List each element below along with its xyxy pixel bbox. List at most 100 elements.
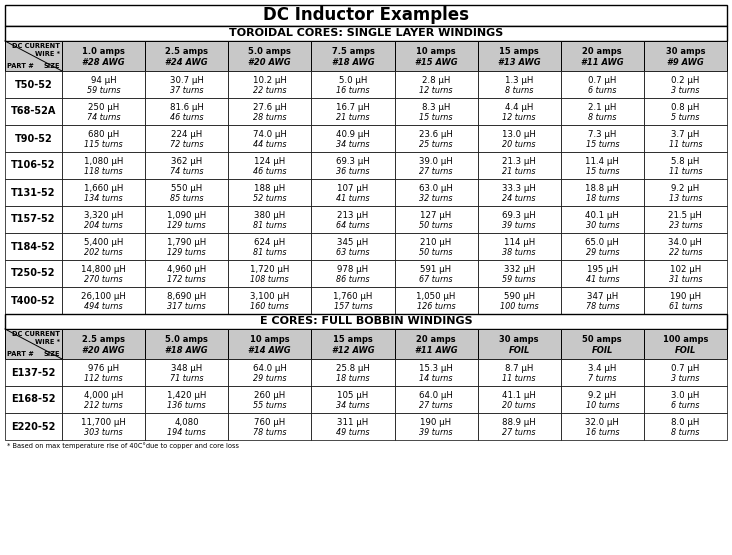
Text: E168-52: E168-52 bbox=[11, 395, 56, 405]
Text: 20 turns: 20 turns bbox=[502, 401, 536, 410]
Bar bbox=[561, 71, 644, 98]
Text: 25.8 μH: 25.8 μH bbox=[336, 364, 370, 372]
Text: 29 turns: 29 turns bbox=[586, 248, 619, 257]
Text: 21 turns: 21 turns bbox=[336, 113, 370, 122]
Text: * Based on max temperature rise of 40C°due to copper and core loss: * Based on max temperature rise of 40C°d… bbox=[7, 442, 239, 449]
Text: 107 μH: 107 μH bbox=[337, 184, 369, 193]
Bar bbox=[311, 386, 395, 413]
Text: 1,790 μH: 1,790 μH bbox=[167, 238, 206, 246]
Text: T50-52: T50-52 bbox=[15, 79, 53, 89]
Bar bbox=[395, 179, 477, 206]
Text: 224 μH: 224 μH bbox=[171, 130, 202, 139]
Text: E CORES: FULL BOBBIN WINDINGS: E CORES: FULL BOBBIN WINDINGS bbox=[260, 316, 472, 326]
Bar bbox=[228, 41, 311, 71]
Text: 16.7 μH: 16.7 μH bbox=[336, 103, 370, 112]
Bar bbox=[395, 260, 477, 287]
Bar bbox=[5, 98, 62, 125]
Bar bbox=[228, 233, 311, 260]
Text: 194 turns: 194 turns bbox=[168, 428, 206, 437]
Bar bbox=[477, 125, 561, 152]
Bar bbox=[477, 233, 561, 260]
Text: 6 turns: 6 turns bbox=[671, 401, 700, 410]
Text: 1,760 μH: 1,760 μH bbox=[333, 292, 373, 301]
Bar bbox=[145, 359, 228, 386]
Text: 105 μH: 105 μH bbox=[337, 391, 369, 400]
Text: 212 turns: 212 turns bbox=[84, 401, 123, 410]
Text: 50 turns: 50 turns bbox=[419, 248, 453, 257]
Text: 188 μH: 188 μH bbox=[254, 184, 285, 193]
Text: 10 amps: 10 amps bbox=[417, 47, 456, 56]
Text: 100 turns: 100 turns bbox=[500, 302, 539, 311]
Bar bbox=[644, 125, 727, 152]
Text: 32.0 μH: 32.0 μH bbox=[586, 418, 619, 427]
Text: 27 turns: 27 turns bbox=[419, 401, 453, 410]
Bar bbox=[62, 206, 145, 233]
Text: 67 turns: 67 turns bbox=[419, 275, 453, 284]
Text: 21.5 μH: 21.5 μH bbox=[668, 211, 703, 220]
Bar bbox=[395, 125, 477, 152]
Bar bbox=[477, 260, 561, 287]
Text: 134 turns: 134 turns bbox=[84, 194, 123, 203]
Bar bbox=[395, 41, 477, 71]
Text: 2.5 amps: 2.5 amps bbox=[165, 47, 208, 56]
Text: 0.7 μH: 0.7 μH bbox=[671, 364, 700, 372]
Text: 59 turns: 59 turns bbox=[502, 275, 536, 284]
Bar bbox=[644, 386, 727, 413]
Bar bbox=[145, 125, 228, 152]
Bar bbox=[477, 287, 561, 314]
Text: 348 μH: 348 μH bbox=[171, 364, 202, 372]
Bar bbox=[395, 233, 477, 260]
Text: 129 turns: 129 turns bbox=[168, 221, 206, 230]
Text: 129 turns: 129 turns bbox=[168, 248, 206, 257]
Bar bbox=[477, 98, 561, 125]
Text: 25 turns: 25 turns bbox=[419, 140, 453, 149]
Text: PART #: PART # bbox=[7, 351, 34, 357]
Bar bbox=[145, 287, 228, 314]
Text: 30 amps: 30 amps bbox=[665, 47, 705, 56]
Text: 5 turns: 5 turns bbox=[671, 113, 700, 122]
Text: 64.0 μH: 64.0 μH bbox=[419, 391, 453, 400]
Bar bbox=[644, 233, 727, 260]
Text: 46 turns: 46 turns bbox=[170, 113, 203, 122]
Bar bbox=[395, 152, 477, 179]
Bar bbox=[5, 5, 727, 26]
Text: 4,000 μH: 4,000 μH bbox=[84, 391, 123, 400]
Bar bbox=[477, 41, 561, 71]
Text: 55 turns: 55 turns bbox=[253, 401, 286, 410]
Text: 33.3 μH: 33.3 μH bbox=[502, 184, 536, 193]
Bar bbox=[145, 206, 228, 233]
Text: E220-52: E220-52 bbox=[11, 421, 56, 431]
Text: 15 amps: 15 amps bbox=[499, 47, 539, 56]
Text: 160 turns: 160 turns bbox=[250, 302, 289, 311]
Bar bbox=[311, 179, 395, 206]
Text: 195 μH: 195 μH bbox=[587, 265, 618, 274]
Text: 1,720 μH: 1,720 μH bbox=[250, 265, 289, 274]
Text: 50 turns: 50 turns bbox=[419, 221, 453, 230]
Text: 11 turns: 11 turns bbox=[502, 374, 536, 383]
Text: 0.2 μH: 0.2 μH bbox=[671, 75, 700, 85]
Text: 1.3 μH: 1.3 μH bbox=[505, 75, 534, 85]
Bar bbox=[145, 386, 228, 413]
Text: 21 turns: 21 turns bbox=[502, 167, 536, 176]
Bar bbox=[62, 233, 145, 260]
Bar bbox=[228, 260, 311, 287]
Text: 590 μH: 590 μH bbox=[504, 292, 535, 301]
Text: #14 AWG: #14 AWG bbox=[248, 346, 291, 355]
Text: 136 turns: 136 turns bbox=[168, 401, 206, 410]
Bar bbox=[644, 206, 727, 233]
Text: T90-52: T90-52 bbox=[15, 134, 53, 144]
Text: 172 turns: 172 turns bbox=[168, 275, 206, 284]
Text: 680 μH: 680 μH bbox=[88, 130, 119, 139]
Text: 41.1 μH: 41.1 μH bbox=[502, 391, 536, 400]
Text: 260 μH: 260 μH bbox=[254, 391, 285, 400]
Text: 22 turns: 22 turns bbox=[669, 248, 702, 257]
Text: 20 amps: 20 amps bbox=[583, 47, 622, 56]
Text: 14,800 μH: 14,800 μH bbox=[81, 265, 126, 274]
Text: 1,420 μH: 1,420 μH bbox=[167, 391, 206, 400]
Text: 46 turns: 46 turns bbox=[253, 167, 286, 176]
Bar bbox=[145, 413, 228, 440]
Text: 39 turns: 39 turns bbox=[502, 221, 536, 230]
Text: 8.0 μH: 8.0 μH bbox=[671, 418, 700, 427]
Bar bbox=[395, 206, 477, 233]
Text: 127 μH: 127 μH bbox=[420, 211, 452, 220]
